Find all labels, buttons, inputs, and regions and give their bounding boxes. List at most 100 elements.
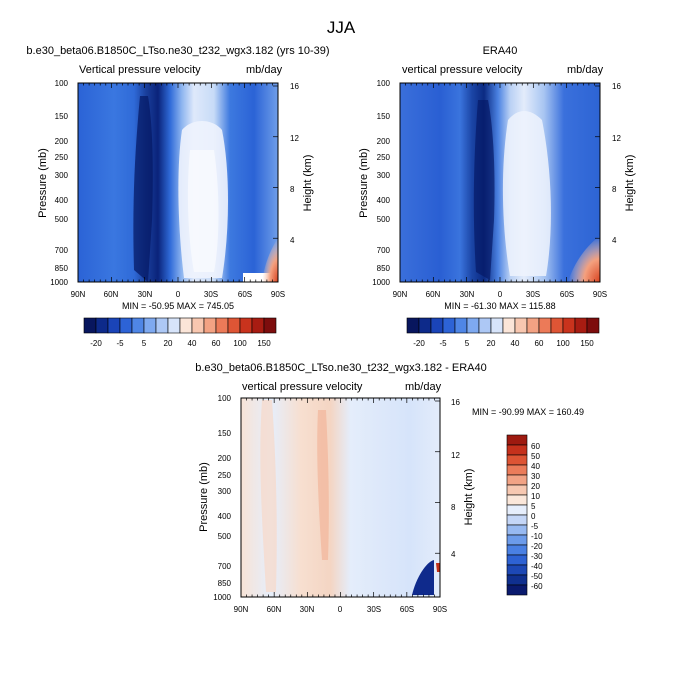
colorbar-label: 60 bbox=[531, 442, 540, 451]
height-tick-label: 8 bbox=[451, 503, 456, 512]
colorbar-label: -5 bbox=[531, 522, 539, 531]
colorbar-label: 5 bbox=[531, 502, 536, 511]
colorbar-swatch bbox=[119, 317, 133, 334]
pressure-tick-label: 200 bbox=[377, 137, 391, 146]
pressure-tick-label: 150 bbox=[218, 429, 232, 438]
panel-diff-warm-streak bbox=[317, 410, 329, 560]
panel-obs-descent-cell bbox=[502, 111, 551, 276]
colorbar-label: 100 bbox=[556, 339, 570, 348]
colorbar-swatch bbox=[506, 504, 528, 516]
panel-diff-lat-ticks: 90N 60N 30N 0 30S 60S 90S bbox=[234, 605, 447, 614]
lat-tick-label: 60N bbox=[426, 290, 441, 299]
colorbar-label: 10 bbox=[531, 492, 540, 501]
panel-diff-pressure-ticks: 100 150 200 250 300 400 500 700 850 1000 bbox=[213, 394, 231, 602]
colorbar-obs-swatches bbox=[406, 317, 600, 334]
colorbar-label: 20 bbox=[164, 339, 173, 348]
panel-diff-top-ticks bbox=[240, 398, 441, 597]
colorbar-swatch bbox=[466, 317, 480, 334]
height-tick-label: 4 bbox=[612, 236, 617, 245]
panel-obs-ylabel: Pressure (mb) bbox=[358, 148, 370, 218]
colorbar-swatch bbox=[490, 317, 504, 334]
colorbar-swatch bbox=[562, 317, 576, 334]
colorbar-label: -20 bbox=[90, 339, 102, 348]
figure-title: JJA bbox=[327, 18, 356, 37]
colorbar-label: 150 bbox=[257, 339, 271, 348]
lat-tick-label: 90S bbox=[593, 290, 607, 299]
colorbar-label: 20 bbox=[531, 482, 540, 491]
pressure-tick-label: 300 bbox=[377, 171, 391, 180]
pressure-tick-label: 850 bbox=[55, 264, 69, 273]
lat-tick-label: 30S bbox=[367, 605, 381, 614]
pressure-tick-label: 200 bbox=[218, 454, 232, 463]
pressure-tick-label: 1000 bbox=[372, 278, 390, 287]
colorbar-swatch bbox=[179, 317, 193, 334]
colorbar-swatch bbox=[418, 317, 432, 334]
height-tick-label: 16 bbox=[451, 398, 460, 407]
pressure-tick-label: 700 bbox=[55, 246, 69, 255]
colorbar-swatch bbox=[191, 317, 205, 334]
colorbar-swatch bbox=[107, 317, 121, 334]
colorbar-swatch bbox=[251, 317, 265, 334]
colorbar-swatch bbox=[430, 317, 444, 334]
panel-obs-top-ticks bbox=[399, 83, 601, 282]
panel-diff-height-ticks: 16 12 8 4 bbox=[451, 398, 460, 559]
panel-model-ylabel: Pressure (mb) bbox=[37, 148, 49, 218]
pressure-tick-label: 850 bbox=[377, 264, 391, 273]
lat-tick-label: 30N bbox=[460, 290, 475, 299]
colorbar-swatch bbox=[95, 317, 109, 334]
panel-model-field bbox=[78, 83, 278, 282]
colorbar-swatch bbox=[406, 317, 420, 334]
panel-diff-left-label: vertical pressure velocity bbox=[242, 381, 363, 393]
height-tick-label: 12 bbox=[612, 134, 621, 143]
colorbar-swatch bbox=[215, 317, 229, 334]
colorbar-swatch bbox=[239, 317, 253, 334]
colorbar-label: -10 bbox=[531, 532, 543, 541]
panel-diff-units: mb/day bbox=[405, 381, 442, 393]
panel-diff-plot bbox=[240, 397, 441, 598]
colorbar-label: -5 bbox=[439, 339, 447, 348]
colorbar-label: -30 bbox=[531, 552, 543, 561]
height-tick-label: 16 bbox=[612, 82, 621, 91]
colorbar-label: 5 bbox=[142, 339, 147, 348]
panel-model-red-corner bbox=[262, 238, 278, 282]
colorbar-swatch bbox=[506, 574, 528, 586]
panel-obs-stats: MIN = -61.30 MAX = 115.88 bbox=[444, 301, 555, 311]
lat-tick-label: 30N bbox=[138, 290, 153, 299]
lat-tick-label: 30N bbox=[300, 605, 315, 614]
panel-obs-title: ERA40 bbox=[483, 45, 518, 57]
colorbar-diff: 60 50 40 30 20 10 5 0 -5 -10 -20 -30 -40… bbox=[506, 434, 543, 596]
panel-model-units: mb/day bbox=[246, 64, 283, 76]
panel-diff-warm-streak bbox=[260, 400, 277, 592]
pressure-tick-label: 700 bbox=[218, 562, 232, 571]
panel-obs-red-corner bbox=[568, 236, 600, 282]
panel-model-top-ticks bbox=[77, 83, 279, 282]
panel-model-height-ticks: 16 12 8 4 bbox=[290, 82, 299, 245]
panel-obs-pressure-ticks: 100 150 200 250 300 400 500 700 850 1000 bbox=[372, 79, 390, 287]
panel-model-lat-ticks: 90N 60N 30N 0 30S 60S 90S bbox=[71, 290, 285, 299]
colorbar-label: -60 bbox=[531, 582, 543, 591]
lat-tick-label: 60N bbox=[267, 605, 282, 614]
pressure-tick-label: 250 bbox=[55, 153, 69, 162]
pressure-tick-label: 400 bbox=[218, 512, 232, 521]
colorbar-swatch bbox=[506, 564, 528, 576]
colorbar-swatch bbox=[506, 484, 528, 496]
colorbar-label: -20 bbox=[531, 542, 543, 551]
colorbar-swatch bbox=[454, 317, 468, 334]
colorbar-label: -20 bbox=[413, 339, 425, 348]
pressure-tick-label: 500 bbox=[218, 532, 232, 541]
height-tick-label: 12 bbox=[451, 451, 460, 460]
colorbar-label: 40 bbox=[531, 462, 540, 471]
colorbar-label: 150 bbox=[580, 339, 594, 348]
panel-model-stats: MIN = -50.95 MAX = 745.05 bbox=[122, 301, 234, 311]
pressure-tick-label: 300 bbox=[55, 171, 69, 180]
pressure-tick-label: 400 bbox=[55, 196, 69, 205]
panel-obs-plot bbox=[399, 82, 601, 283]
colorbar-swatch bbox=[506, 444, 528, 456]
colorbar-swatch bbox=[506, 454, 528, 466]
colorbar-swatch bbox=[514, 317, 528, 334]
pressure-tick-label: 200 bbox=[55, 137, 69, 146]
pressure-tick-label: 850 bbox=[218, 579, 232, 588]
panel-obs-units: mb/day bbox=[567, 64, 604, 76]
panel-model-y2label: Height (km) bbox=[302, 155, 314, 212]
colorbar-swatch bbox=[442, 317, 456, 334]
